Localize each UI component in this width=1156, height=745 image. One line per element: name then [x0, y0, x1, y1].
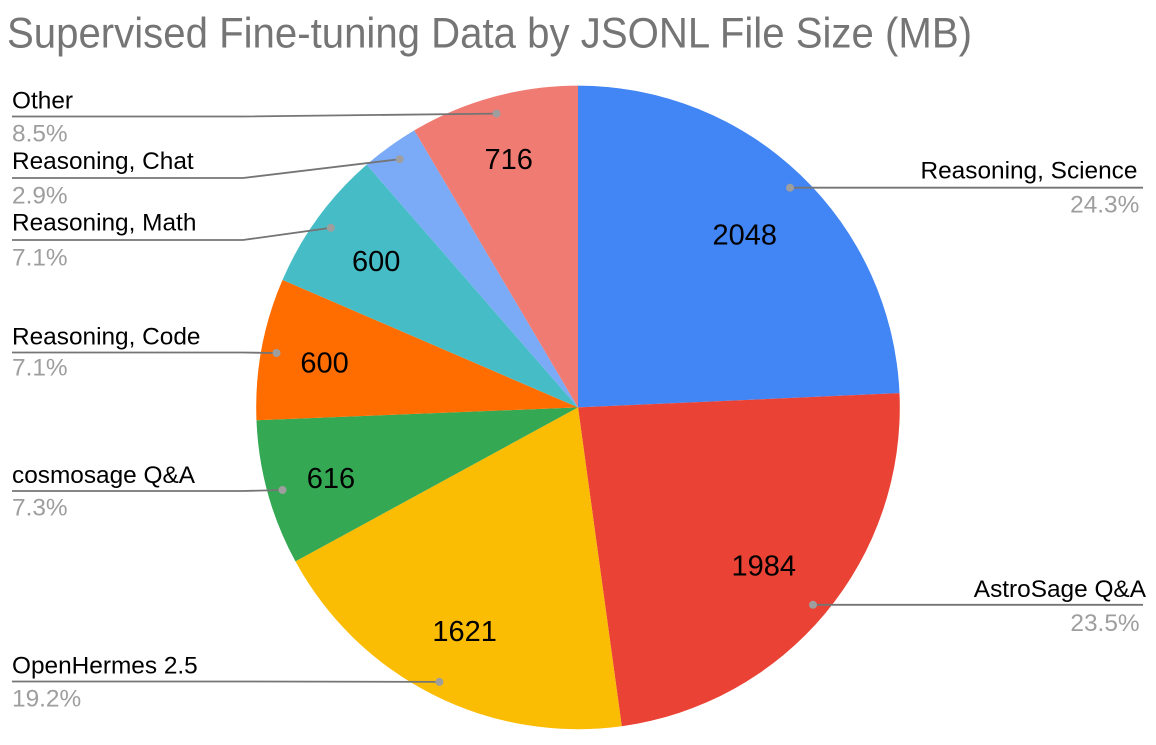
svg-text:1621: 1621 [432, 616, 497, 648]
svg-text:600: 600 [352, 246, 400, 278]
svg-text:2048: 2048 [712, 219, 777, 251]
svg-text:8.5%: 8.5% [12, 121, 68, 148]
svg-text:600: 600 [300, 348, 348, 380]
svg-text:Reasoning, Chat: Reasoning, Chat [12, 148, 194, 175]
svg-text:Reasoning, Science: Reasoning, Science [921, 157, 1138, 184]
svg-text:19.2%: 19.2% [12, 686, 81, 713]
svg-text:7.3%: 7.3% [12, 495, 68, 522]
svg-text:cosmosage Q&A: cosmosage Q&A [12, 462, 196, 489]
svg-text:616: 616 [307, 463, 355, 495]
svg-text:23.5%: 23.5% [1070, 610, 1139, 637]
svg-text:7.1%: 7.1% [12, 355, 68, 382]
svg-text:AstroSage Q&A: AstroSage Q&A [974, 576, 1147, 603]
svg-text:7.1%: 7.1% [12, 245, 68, 272]
svg-text:Other: Other [12, 88, 73, 115]
svg-text:2.9%: 2.9% [12, 183, 68, 210]
svg-text:1984: 1984 [731, 550, 796, 582]
svg-text:Reasoning, Math: Reasoning, Math [12, 209, 196, 236]
svg-text:24.3%: 24.3% [1070, 191, 1139, 218]
svg-text:716: 716 [485, 144, 533, 176]
svg-text:Reasoning, Code: Reasoning, Code [12, 324, 200, 351]
svg-text:Supervised Fine-tuning Data by: Supervised Fine-tuning Data by JSONL Fil… [7, 11, 972, 58]
svg-text:OpenHermes 2.5: OpenHermes 2.5 [12, 653, 198, 680]
